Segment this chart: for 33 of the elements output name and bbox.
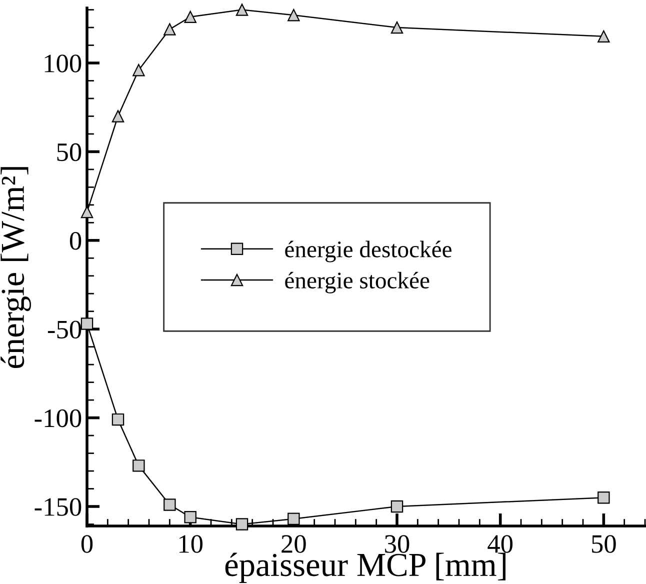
point <box>598 492 610 504</box>
y-tick-label: 50 <box>57 143 82 162</box>
x-tick-label: 30 <box>385 535 410 553</box>
point <box>132 64 145 76</box>
y-tick-label: 100 <box>44 54 82 72</box>
point <box>164 498 176 511</box>
point <box>112 110 124 122</box>
point <box>132 460 145 472</box>
point <box>236 518 248 530</box>
x-tick-label: 10 <box>179 535 203 553</box>
point <box>236 4 248 16</box>
point <box>390 500 404 513</box>
y-tick-label: 0 <box>70 232 82 250</box>
y-tick-label: -150 <box>34 498 82 516</box>
y-tick-label: -50 <box>48 320 82 339</box>
point <box>598 30 610 42</box>
x-tick-label: 50 <box>592 535 616 553</box>
point <box>184 511 196 524</box>
point <box>288 512 300 526</box>
x-tick-label: 0 <box>81 535 93 553</box>
point <box>112 413 124 426</box>
point <box>80 318 94 330</box>
x-tick-label: 20 <box>282 535 306 553</box>
point <box>184 10 196 23</box>
legend-label: énergie stockée <box>285 272 430 294</box>
point <box>288 8 300 22</box>
x-tick-label: 40 <box>488 535 513 553</box>
legend-label: énergie destockée <box>285 240 452 262</box>
point <box>390 21 404 34</box>
y-tick-label: -100 <box>34 409 82 428</box>
y-axis-title: énergie [W/m²] <box>0 167 31 368</box>
point <box>164 23 176 36</box>
x-axis-title: épaisseur MCP [mm] <box>225 552 506 583</box>
